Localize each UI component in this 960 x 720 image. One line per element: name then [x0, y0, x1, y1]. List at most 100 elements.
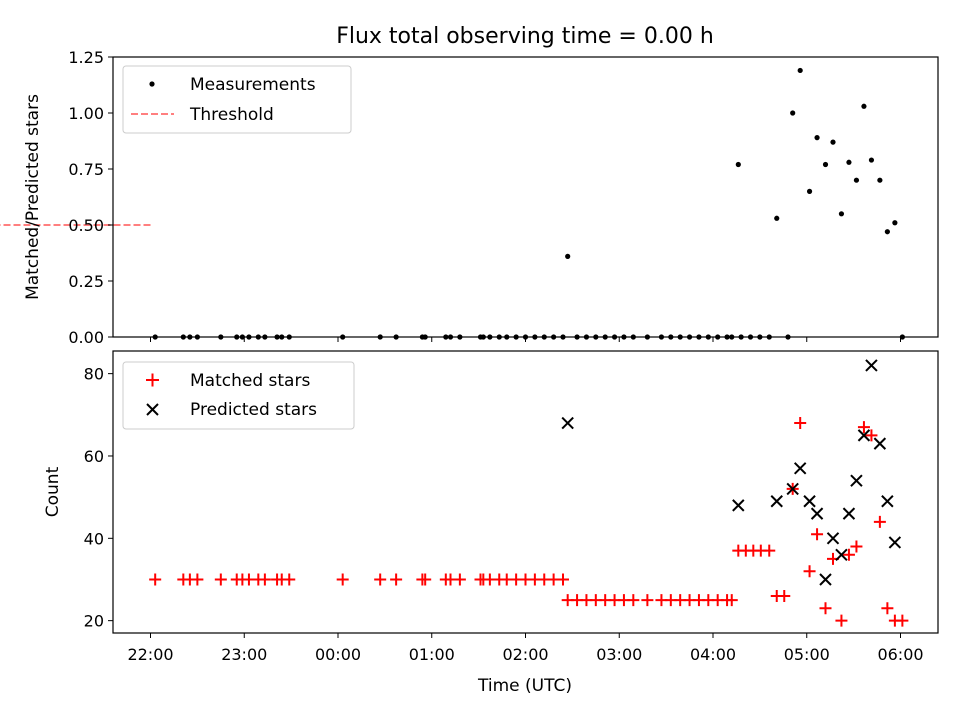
predicted-star-point	[561, 416, 574, 430]
x-tick-label: 00:00	[315, 645, 361, 664]
top-x-ticks	[150, 337, 901, 342]
bottom-x-axis: 22:00 23:00 00:00 01:00 02:00 03:00 04:00 05:00…	[127, 633, 924, 664]
x-tick-label: 04:00	[690, 645, 736, 664]
matched-star-point	[191, 573, 204, 586]
measurement-point	[846, 159, 852, 165]
top-y-axis-label: Matched/Predicted stars	[23, 94, 43, 300]
measurement-point	[892, 220, 898, 226]
matched-star-point	[725, 594, 738, 607]
predicted-star-point	[826, 532, 840, 545]
x-tick-label: 03:00	[596, 645, 642, 664]
predicted-star-point	[793, 462, 807, 475]
predicted-stars-points	[561, 359, 902, 586]
matched-star-point	[453, 573, 466, 586]
matched-star-point	[419, 573, 432, 586]
measurement-point	[884, 229, 890, 235]
legend-matched-label: Matched stars	[190, 371, 310, 391]
measurement-point	[797, 67, 803, 74]
matched-star-point	[803, 565, 816, 578]
matched-star-point	[283, 573, 296, 586]
bottom-y-axis-label: Count	[43, 466, 63, 517]
matched-star-point	[627, 594, 640, 607]
y-tick-label: 80	[84, 365, 104, 384]
y-tick-label: 0.50	[68, 216, 104, 235]
measurement-point	[822, 161, 829, 168]
predicted-star-point	[888, 536, 902, 549]
legend-measurements-label: Measurements	[190, 75, 316, 95]
matched-star-point	[794, 417, 807, 430]
matched-star-point	[641, 594, 654, 607]
y-tick-label: 0.75	[68, 160, 104, 179]
predicted-star-point	[865, 359, 878, 372]
matched-star-point	[258, 573, 271, 586]
matched-star-point	[778, 589, 791, 602]
matched-star-point	[557, 573, 569, 586]
matched-star-point	[865, 429, 878, 442]
matched-star-point	[819, 602, 832, 615]
legend-frame	[122, 65, 352, 134]
legend-matched-marker	[146, 373, 159, 387]
measurement-point	[830, 139, 836, 145]
predicted-star-point	[881, 495, 894, 508]
measurement-point	[868, 157, 875, 163]
matched-star-point	[842, 548, 855, 561]
legend-predicted-marker	[146, 403, 159, 416]
matched-star-point	[214, 573, 227, 586]
top-y-axis: 0.00 0.25 0.50 0.75 1.00 1.25	[68, 48, 113, 347]
measurement-point	[806, 188, 813, 194]
predicted-star-point	[819, 573, 832, 586]
predicted-star-point	[803, 495, 816, 508]
measurement-point	[861, 103, 867, 109]
count-plot: 20 40 60 80 22:00 23:00 00:00 01:00 02:00 03:00 0…	[43, 350, 939, 696]
matched-star-point	[850, 540, 863, 553]
measurement-point	[565, 253, 571, 259]
matched-star-point	[149, 573, 162, 586]
predicted-star-point	[857, 429, 871, 442]
x-tick-label: 06:00	[877, 645, 923, 664]
measurement-point	[853, 177, 860, 183]
bottom-legend: Matched stars Predicted stars	[122, 361, 355, 430]
bottom-y-axis: 20 40 60 80	[84, 365, 113, 631]
predicted-star-point	[810, 507, 824, 520]
y-tick-label: 0.00	[68, 328, 104, 347]
ratio-plot: 0.00 0.25 0.50 0.75 1.00 1.25 Matched/Predict…	[0, 48, 939, 347]
predicted-star-point	[835, 548, 848, 561]
matched-star-point	[336, 573, 349, 586]
measurement-point	[774, 215, 780, 221]
x-axis-label: Time (UTC)	[477, 676, 572, 696]
predicted-star-point	[732, 499, 745, 512]
y-tick-label: 20	[84, 612, 104, 631]
matched-star-point	[896, 614, 909, 627]
predicted-star-point	[786, 482, 799, 496]
x-tick-label: 01:00	[409, 645, 455, 664]
predicted-star-point	[770, 495, 783, 508]
predicted-star-point	[850, 474, 863, 487]
y-tick-label: 60	[84, 447, 104, 466]
measurement-point	[735, 161, 741, 168]
matched-star-point	[811, 528, 824, 541]
y-tick-label: 40	[84, 529, 104, 548]
matched-star-point	[835, 614, 848, 627]
y-tick-label: 1.00	[68, 104, 104, 123]
x-tick-label: 23:00	[221, 645, 267, 664]
measurement-point	[790, 110, 796, 116]
predicted-star-point	[873, 437, 887, 450]
predicted-star-point	[842, 507, 856, 520]
matched-star-point	[374, 573, 387, 586]
measurement-point	[838, 211, 845, 217]
y-tick-label: 0.25	[68, 272, 104, 291]
matched-star-point	[390, 573, 403, 586]
top-legend: Measurements Threshold	[122, 65, 352, 134]
measurement-point	[814, 135, 820, 141]
x-tick-label: 05:00	[784, 645, 830, 664]
matched-star-point	[873, 515, 886, 528]
chart-title: Flux total observing time = 0.00 h	[336, 24, 714, 49]
matched-star-point	[857, 421, 870, 434]
legend-measurements-marker	[149, 81, 155, 87]
x-tick-label: 02:00	[502, 645, 548, 664]
matched-stars-points	[149, 417, 909, 627]
matched-star-point	[763, 544, 776, 557]
x-tick-label: 22:00	[127, 645, 173, 664]
legend-threshold-label: Threshold	[189, 105, 274, 125]
